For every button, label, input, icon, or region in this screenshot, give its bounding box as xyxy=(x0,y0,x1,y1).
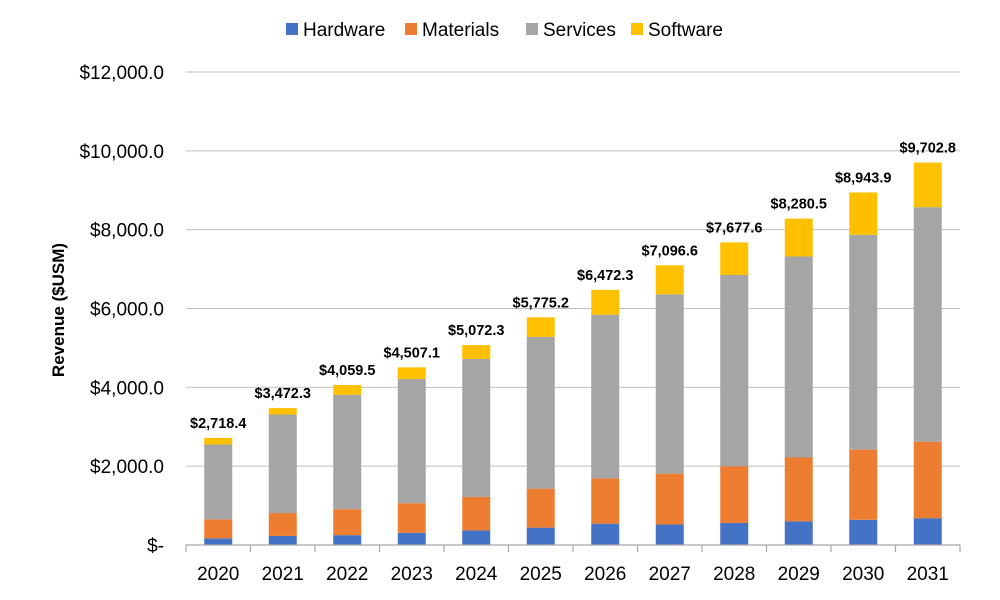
bar-segment-materials xyxy=(204,519,233,539)
legend-swatch-materials xyxy=(405,23,417,35)
bar-segment-services xyxy=(591,314,620,479)
bar-segment-hardware xyxy=(268,535,297,545)
bar-segment-materials xyxy=(913,441,942,519)
x-tick-label: 2020 xyxy=(197,564,239,585)
bar-segment-materials xyxy=(849,449,878,520)
bar-segment-services xyxy=(397,379,426,504)
legend-swatch-services xyxy=(526,23,538,35)
bar-segment-hardware xyxy=(462,530,491,545)
bar-total-label: $2,718.4 xyxy=(190,416,246,432)
bars xyxy=(204,162,942,545)
bar-segment-hardware xyxy=(720,522,749,545)
bar-segment-materials xyxy=(591,478,620,524)
y-tick-label: $8,000.0 xyxy=(90,221,164,242)
bar-segment-hardware xyxy=(849,519,878,545)
x-tick-label: 2029 xyxy=(778,564,820,585)
bar-segment-software xyxy=(333,384,362,395)
bar-segment-hardware xyxy=(397,532,426,545)
x-tick-label: 2024 xyxy=(455,564,498,585)
bar-segment-services xyxy=(204,444,233,520)
gridlines xyxy=(186,71,960,467)
bar-segment-services xyxy=(655,294,684,474)
legend-label: Hardware xyxy=(303,20,385,41)
bar-segment-services xyxy=(784,256,813,458)
legend-swatch-hardware xyxy=(286,23,298,35)
bar-segment-hardware xyxy=(784,521,813,545)
bar-total-label: $9,702.8 xyxy=(900,141,956,157)
x-tick-label: 2022 xyxy=(326,564,368,585)
bar-segment-hardware xyxy=(333,535,362,545)
bar-segment-services xyxy=(720,274,749,467)
bar-segment-hardware xyxy=(526,527,555,545)
bar-segment-software xyxy=(913,162,942,208)
bar-segment-software xyxy=(591,289,620,315)
bar-total-label: $4,059.5 xyxy=(319,363,375,379)
bar-segment-services xyxy=(849,234,878,450)
bar-segment-materials xyxy=(333,509,362,536)
bar-total-label: $8,943.9 xyxy=(835,170,891,186)
bar-segment-materials xyxy=(462,496,491,531)
bar-total-label: $7,677.6 xyxy=(706,220,762,236)
x-tick-label: 2027 xyxy=(649,564,691,585)
bar-segment-services xyxy=(913,207,942,442)
x-axis: 2020 2021 2022 2023 2024 2025 2026 2027 2028 2029… xyxy=(185,544,961,585)
bar-segment-materials xyxy=(526,488,555,528)
x-tick-label: 2026 xyxy=(584,564,626,585)
bar-segment-hardware xyxy=(655,524,684,545)
y-tick-label: $- xyxy=(147,536,164,557)
x-tick-label: 2021 xyxy=(262,564,304,585)
bar-segment-hardware xyxy=(204,538,233,545)
bar-segment-hardware xyxy=(591,523,620,545)
x-tick-label: 2031 xyxy=(907,564,949,585)
bar-segment-software xyxy=(784,218,813,257)
legend: Hardware Materials Services Software xyxy=(286,20,723,41)
bar-total-label: $5,072.3 xyxy=(448,323,504,339)
y-axis-label: Revenue ($USM) xyxy=(49,243,68,377)
bar-segment-software xyxy=(720,242,749,275)
x-tick-label: 2025 xyxy=(520,564,562,585)
y-tick-label: $2,000.0 xyxy=(90,457,164,478)
bar-segment-services xyxy=(268,414,297,514)
bar-segment-software xyxy=(268,408,297,415)
bar-total-label: $8,280.5 xyxy=(771,197,827,213)
bar-segment-materials xyxy=(655,473,684,525)
bar-segment-services xyxy=(333,394,362,510)
bar-total-label: $6,472.3 xyxy=(577,268,633,284)
bar-total-label: $5,775.2 xyxy=(513,295,569,311)
bar-segment-materials xyxy=(784,457,813,522)
y-tick-label: $12,000.0 xyxy=(79,63,164,84)
x-tick-label: 2030 xyxy=(842,564,884,585)
y-tick-label: $6,000.0 xyxy=(90,300,164,321)
bar-total-label: $4,507.1 xyxy=(384,345,440,361)
x-tick-label: 2023 xyxy=(391,564,433,585)
bar-segment-materials xyxy=(397,503,426,533)
bar-segment-software xyxy=(655,265,684,295)
bar-segment-software xyxy=(849,192,878,235)
bar-segment-services xyxy=(526,336,555,489)
bar-total-label: $3,472.3 xyxy=(255,386,311,402)
bar-segment-software xyxy=(462,345,491,359)
legend-label: Materials xyxy=(422,20,499,41)
bar-segment-software xyxy=(204,437,233,445)
bar-segment-hardware xyxy=(913,518,942,545)
bar-total-label: $7,096.6 xyxy=(642,243,698,259)
legend-swatch-software xyxy=(631,23,643,35)
bar-segment-materials xyxy=(720,466,749,523)
y-tick-label: $4,000.0 xyxy=(90,378,164,399)
bar-segment-materials xyxy=(268,513,297,536)
total-labels: $2,718.4 $3,472.3 $4,059.5 $4,507.1 $5,072.3… xyxy=(190,141,956,432)
legend-label: Services xyxy=(543,20,616,41)
y-tick-label: $10,000.0 xyxy=(79,142,164,163)
legend-label: Software xyxy=(648,20,723,41)
x-tick-label: 2028 xyxy=(713,564,755,585)
bar-segment-software xyxy=(526,317,555,337)
bar-segment-software xyxy=(397,367,426,380)
bar-segment-services xyxy=(462,358,491,497)
y-axis-ticks: $- $2,000.0 $4,000.0 $6,000.0 $8,000.0 $10,00… xyxy=(79,63,164,557)
